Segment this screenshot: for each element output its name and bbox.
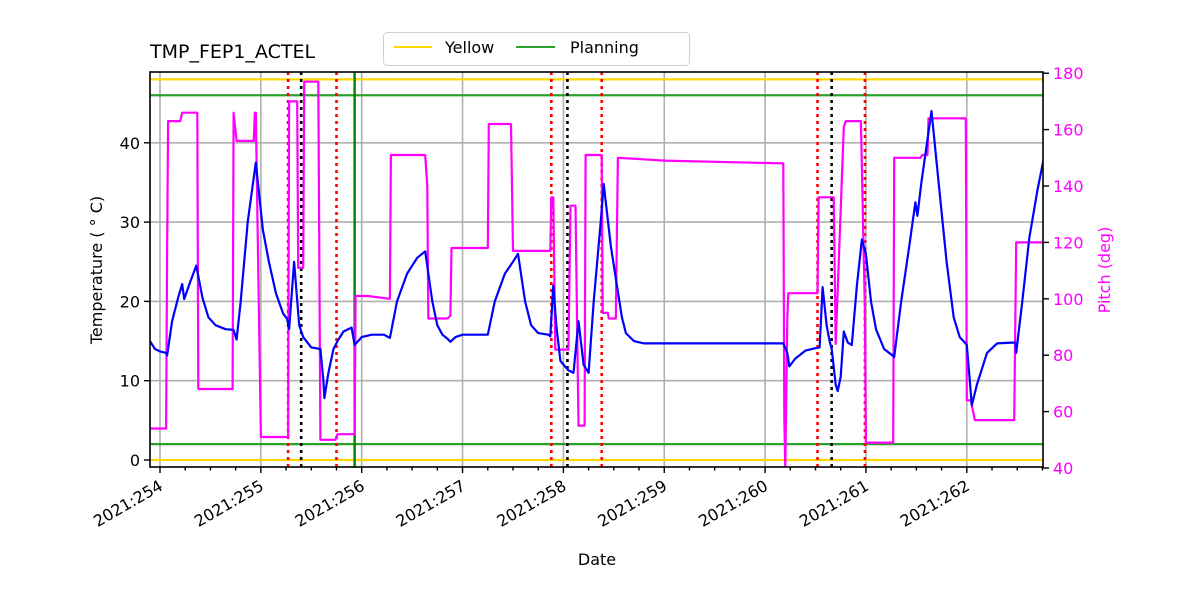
data-series — [150, 80, 1043, 467]
y2-tick-label: 180 — [1053, 64, 1084, 83]
y-tick-label: 10 — [120, 372, 140, 391]
y-axis-right: 40 60 80 100 120 140 160 180 — [1043, 64, 1084, 478]
legend: Yellow Planning — [383, 32, 690, 66]
y-tick-label: 0 — [130, 451, 140, 470]
y-axis-label: Temperature ( ° C) — [87, 196, 106, 345]
legend-planning-label: Planning — [570, 38, 639, 57]
y2-tick-label: 160 — [1053, 121, 1084, 140]
y2-axis-label: Pitch (deg) — [1095, 227, 1114, 314]
y2-tick-label: 80 — [1053, 346, 1073, 365]
x-axis-label: Date — [578, 550, 616, 569]
y2-tick-label: 40 — [1053, 459, 1073, 478]
series-tmp_fep1_actel — [150, 109, 1043, 407]
threshold-lines — [150, 78, 1043, 462]
plot-frame — [149, 71, 1044, 468]
legend-yellow-label: Yellow — [444, 38, 494, 57]
y2-tick-label: 100 — [1053, 290, 1084, 309]
y2-tick-label: 60 — [1053, 403, 1073, 422]
y-tick-label: 30 — [120, 213, 140, 232]
y-tick-label: 40 — [120, 134, 140, 153]
y-tick-label: 20 — [120, 292, 140, 311]
series-pitch — [150, 80, 1043, 467]
y2-tick-label: 140 — [1053, 177, 1084, 196]
y2-tick-label: 120 — [1053, 233, 1084, 252]
y-axis-left: 0 10 20 30 40 — [120, 134, 150, 470]
chart-title: TMP_FEP1_ACTEL — [149, 41, 315, 63]
